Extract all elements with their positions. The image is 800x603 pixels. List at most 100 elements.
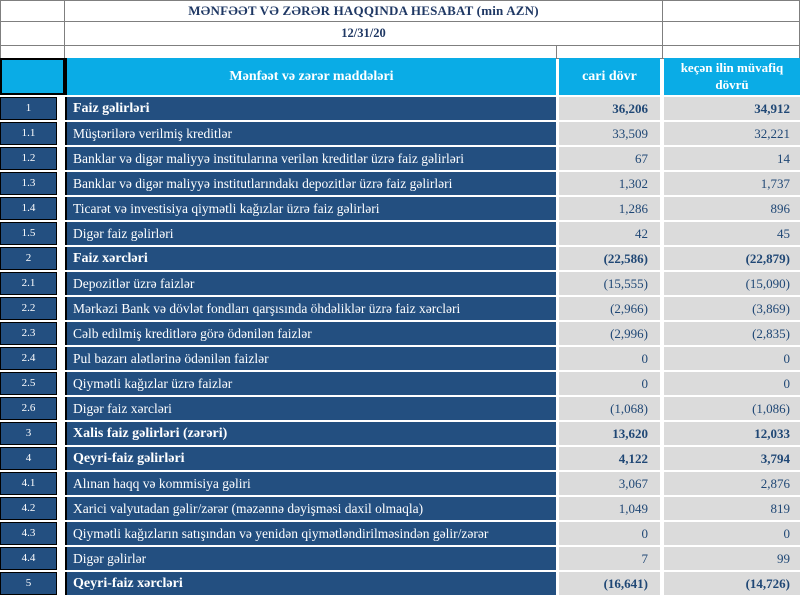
table-row: 2.2 Mərkəzi Bank və dövlət fondları qarş… [0, 295, 800, 320]
row-current-value-cell: 0 [559, 522, 660, 545]
row-label-cell: Banklar və digər maliyyə institutlarında… [65, 172, 556, 195]
row-label-cell: Faiz xərcləri [65, 247, 556, 270]
row-previous-value-cell: 12,033 [664, 422, 800, 445]
row-number-cell: 3 [0, 422, 57, 445]
row-number-cell: 2.1 [0, 272, 57, 295]
table-row: 2.3 Cəlb edilmiş kreditlərə görə ödənilə… [0, 320, 800, 345]
row-current-value-cell: 4,122 [559, 447, 660, 470]
row-label-cell: Cəlb edilmiş kreditlərə görə ödənilən fa… [65, 322, 556, 345]
row-current-value-cell: 67 [559, 147, 660, 170]
table-row: 1 Faiz gəlirləri 36,206 34,912 [0, 95, 800, 120]
row-current-value-cell: 1,286 [559, 197, 660, 220]
top-right-empty-cell [662, 0, 800, 22]
row-number-cell: 1 [0, 97, 57, 120]
table-row: 1.2 Banklar və digər maliyyə instituları… [0, 145, 800, 170]
row-previous-value-cell: 45 [664, 222, 800, 245]
date-row-left-empty-cell [0, 21, 65, 46]
report-table-body: 1 Faiz gəlirləri 36,206 34,912 1.1 Müştə… [0, 95, 800, 595]
row-label-cell: Banklar və digər maliyyə institularına v… [65, 147, 556, 170]
row-number-cell: 4.3 [0, 522, 57, 545]
row-number-cell: 4.1 [0, 472, 57, 495]
row-previous-value-cell: 32,221 [664, 122, 800, 145]
table-row: 3 Xalis faiz gəlirləri (zərəri) 13,620 1… [0, 420, 800, 445]
row-current-value-cell: 33,509 [559, 122, 660, 145]
row-previous-value-cell: (15,090) [664, 272, 800, 295]
spacer-cell-a [0, 45, 65, 59]
row-label-cell: Xalis faiz gəlirləri (zərəri) [65, 422, 556, 445]
row-label-cell: Mərkəzi Bank və dövlət fondları qarşısın… [65, 297, 556, 320]
row-number-cell: 2.6 [0, 397, 57, 420]
row-label-cell: Alınan haqq və kommisiya gəliri [65, 472, 556, 495]
row-previous-value-cell: (2,835) [664, 322, 800, 345]
row-label-cell: Qiymətli kağızlar üzrə faizlər [65, 372, 556, 395]
table-row: 4.1 Alınan haqq və kommisiya gəliri 3,06… [0, 470, 800, 495]
row-number-cell: 5 [0, 572, 57, 595]
row-current-value-cell: 42 [559, 222, 660, 245]
table-row: 2.4 Pul bazarı alətlərinə ödənilən faizl… [0, 345, 800, 370]
row-current-value-cell: 1,049 [559, 497, 660, 520]
row-label-cell: Digər gəlirlər [65, 547, 556, 570]
table-row: 2.6 Digər faiz xərcləri (1,068) (1,086) [0, 395, 800, 420]
row-previous-value-cell: 2,876 [664, 472, 800, 495]
row-label-cell: Ticarət və investisiya qiymətli kağızlar… [65, 197, 556, 220]
spacer-cell-d [662, 45, 800, 59]
report-title: MƏNFƏƏT VƏ ZƏRƏR HAQQINDA HESABAT (min A… [64, 0, 663, 22]
row-number-cell: 4.4 [0, 547, 57, 570]
row-current-value-cell: 36,206 [559, 97, 660, 120]
row-number-cell: 4 [0, 447, 57, 470]
row-number-cell: 2.2 [0, 297, 57, 320]
row-previous-value-cell: 0 [664, 372, 800, 395]
row-previous-value-cell: 0 [664, 522, 800, 545]
row-number-cell: 2.3 [0, 322, 57, 345]
table-row: 1.3 Banklar və digər maliyyə institutlar… [0, 170, 800, 195]
table-row: 1.4 Ticarət və investisiya qiymətli kağı… [0, 195, 800, 220]
row-number-header-cell [0, 58, 65, 95]
items-column-header: Mənfəət və zərər maddələri [65, 58, 556, 95]
row-current-value-cell: 13,620 [559, 422, 660, 445]
row-current-value-cell: (15,555) [559, 272, 660, 295]
row-current-value-cell: (16,641) [559, 572, 660, 595]
row-current-value-cell: (2,966) [559, 297, 660, 320]
row-previous-value-cell: 896 [664, 197, 800, 220]
table-row: 4.2 Xarici valyutadan gəlir/zərər (məzən… [0, 495, 800, 520]
table-header-row: Mənfəət və zərər maddələri cari dövr keç… [0, 58, 800, 95]
table-row: 5 Qeyri-faiz xərcləri (16,641) (14,726) [0, 570, 800, 595]
row-number-cell: 2.4 [0, 347, 57, 370]
row-number-cell: 2.5 [0, 372, 57, 395]
row-previous-value-cell: 819 [664, 497, 800, 520]
spacer-cell-c [556, 45, 663, 59]
row-label-cell: Qeyri-faiz gəlirləri [65, 447, 556, 470]
row-label-cell: Faiz gəlirləri [65, 97, 556, 120]
spacer-cell-b [64, 45, 557, 59]
row-previous-value-cell: 34,912 [664, 97, 800, 120]
row-number-cell: 1.5 [0, 222, 57, 245]
row-current-value-cell: 1,302 [559, 172, 660, 195]
report-date: 12/31/20 [64, 21, 663, 46]
row-number-cell: 1.3 [0, 172, 57, 195]
table-row: 4.3 Qiymətli kağızların satışından və ye… [0, 520, 800, 545]
row-label-cell: Xarici valyutadan gəlir/zərər (məzənnə d… [65, 497, 556, 520]
row-label-cell: Qeyri-faiz xərcləri [65, 572, 556, 595]
row-current-value-cell: (1,068) [559, 397, 660, 420]
row-current-value-cell: (2,996) [559, 322, 660, 345]
row-number-cell: 4.2 [0, 497, 57, 520]
row-current-value-cell: 3,067 [559, 472, 660, 495]
row-number-cell: 1.4 [0, 197, 57, 220]
row-label-cell: Depozitlər üzrə faizlər [65, 272, 556, 295]
table-row: 1.5 Digər faiz gəlirləri 42 45 [0, 220, 800, 245]
row-previous-value-cell: (22,879) [664, 247, 800, 270]
row-previous-value-cell: (14,726) [664, 572, 800, 595]
row-number-cell: 1.1 [0, 122, 57, 145]
row-previous-value-cell: (3,869) [664, 297, 800, 320]
table-row: 4.4 Digər gəlirlər 7 99 [0, 545, 800, 570]
row-previous-value-cell: 14 [664, 147, 800, 170]
row-label-cell: Digər faiz gəlirləri [65, 222, 556, 245]
row-previous-value-cell: (1,086) [664, 397, 800, 420]
row-current-value-cell: (22,586) [559, 247, 660, 270]
row-current-value-cell: 0 [559, 347, 660, 370]
table-row: 1.1 Müştərilərə verilmiş kreditlər 33,50… [0, 120, 800, 145]
row-label-cell: Pul bazarı alətlərinə ödənilən faizlər [65, 347, 556, 370]
table-row: 2.1 Depozitlər üzrə faizlər (15,555) (15… [0, 270, 800, 295]
row-previous-value-cell: 1,737 [664, 172, 800, 195]
